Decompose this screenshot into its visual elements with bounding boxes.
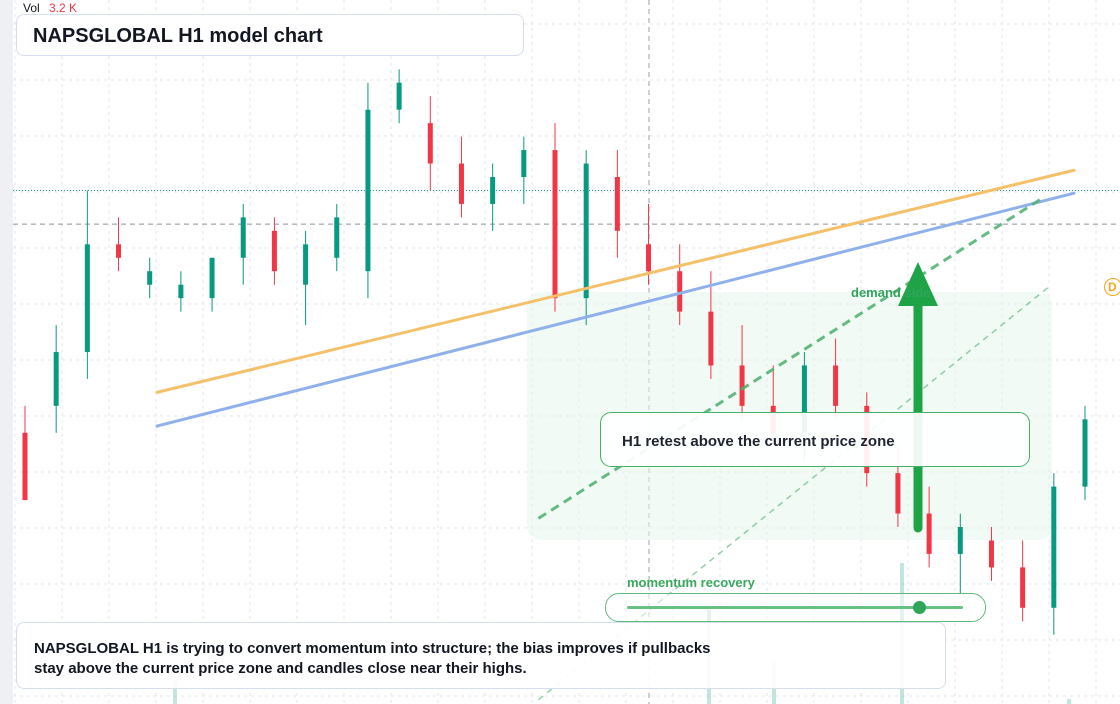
candle-body bbox=[22, 432, 28, 501]
candle bbox=[458, 136, 464, 218]
candle bbox=[708, 271, 714, 379]
candle-body bbox=[957, 527, 963, 554]
candle-body bbox=[801, 365, 807, 433]
candle bbox=[833, 338, 839, 420]
candle-body bbox=[427, 123, 433, 164]
retest-callout-text: H1 retest above the current price zone bbox=[622, 433, 895, 450]
candle bbox=[1082, 405, 1088, 501]
momentum-track bbox=[627, 606, 963, 609]
trendlines[interactable] bbox=[155, 168, 1076, 701]
candle-body bbox=[552, 150, 558, 299]
candle bbox=[209, 257, 215, 312]
candle bbox=[116, 217, 122, 272]
candle bbox=[957, 513, 963, 595]
candle-body bbox=[614, 177, 620, 231]
candle-body bbox=[583, 163, 589, 299]
candle bbox=[521, 136, 527, 204]
candle-body bbox=[1082, 419, 1088, 487]
candle-body bbox=[334, 217, 340, 258]
volume-bar bbox=[173, 676, 177, 704]
volume-label: Vol bbox=[23, 1, 40, 15]
candle-body bbox=[521, 150, 527, 177]
candle bbox=[739, 325, 745, 420]
channel-upper bbox=[537, 195, 1046, 520]
chart-title: NAPSGLOBAL H1 model chart bbox=[33, 25, 323, 47]
volume-value: 3.2 K bbox=[49, 1, 78, 15]
candle-body bbox=[677, 271, 683, 312]
summary-text: NAPSGLOBAL H1 is trying to convert momen… bbox=[34, 640, 711, 677]
candle bbox=[427, 96, 433, 191]
candle-body bbox=[116, 244, 122, 258]
candle bbox=[677, 244, 683, 326]
left-scale-rail bbox=[0, 0, 13, 704]
candle-body bbox=[833, 365, 839, 406]
candle-body bbox=[1051, 486, 1057, 608]
candle bbox=[396, 69, 402, 124]
candle bbox=[334, 203, 340, 272]
trendline bbox=[155, 191, 1076, 428]
candle-body bbox=[895, 473, 901, 514]
momentum-slider[interactable] bbox=[605, 593, 986, 622]
candle bbox=[365, 82, 371, 299]
summary-box: NAPSGLOBAL H1 is trying to convert momen… bbox=[16, 622, 946, 689]
candle bbox=[988, 527, 994, 581]
candle bbox=[84, 190, 90, 379]
candle-body bbox=[84, 244, 90, 352]
price-levels bbox=[13, 189, 1120, 225]
candle-body bbox=[396, 82, 402, 110]
candle bbox=[53, 325, 59, 433]
price-marker-badge[interactable]: D bbox=[1104, 278, 1120, 296]
candle-body bbox=[303, 244, 309, 285]
trendline bbox=[155, 168, 1076, 394]
candle bbox=[1051, 473, 1057, 635]
candle-body bbox=[646, 244, 652, 272]
candle bbox=[926, 486, 932, 568]
candle-body bbox=[988, 540, 994, 568]
demand-arrow-head bbox=[898, 262, 938, 306]
candle bbox=[240, 203, 246, 285]
candle-body bbox=[739, 365, 745, 406]
demand-side-label: demand side bbox=[851, 285, 931, 300]
retest-callout: H1 retest above the current price zone bbox=[600, 412, 1030, 467]
candle bbox=[490, 163, 496, 231]
candle-body bbox=[708, 311, 714, 366]
candle-body bbox=[926, 513, 932, 554]
candle bbox=[303, 230, 309, 326]
candle-body bbox=[490, 177, 496, 204]
candle bbox=[552, 123, 558, 312]
candle-body bbox=[240, 217, 246, 258]
momentum-thumb[interactable] bbox=[913, 601, 927, 614]
candle-body bbox=[53, 352, 59, 406]
candle-body bbox=[209, 257, 215, 299]
candle bbox=[178, 271, 184, 312]
candle-body bbox=[1020, 567, 1026, 608]
chart-title-box: NAPSGLOBAL H1 model chart bbox=[16, 14, 524, 56]
candle-body bbox=[178, 284, 184, 299]
candle-body bbox=[458, 163, 464, 204]
candle-body bbox=[271, 230, 277, 272]
candle-body bbox=[365, 109, 371, 272]
volume-bar bbox=[1067, 699, 1071, 704]
candle bbox=[271, 217, 277, 285]
candle bbox=[646, 203, 652, 285]
candle bbox=[147, 257, 153, 299]
candle bbox=[22, 405, 28, 501]
momentum-label: momentum recovery bbox=[627, 575, 755, 590]
candle bbox=[1020, 540, 1026, 622]
candle bbox=[583, 150, 589, 326]
candle bbox=[614, 150, 620, 258]
candle-body bbox=[147, 271, 153, 285]
